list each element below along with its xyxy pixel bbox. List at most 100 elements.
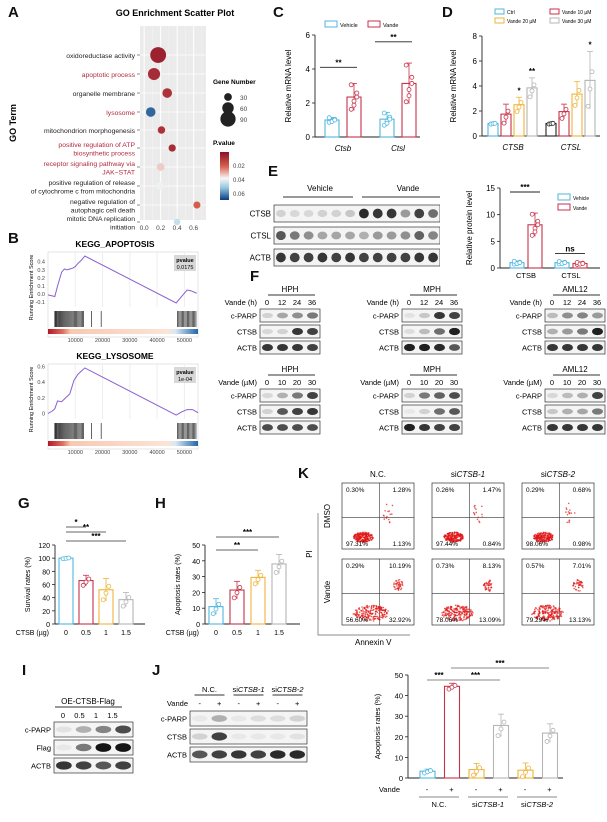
event-dot [447,537,450,539]
event-dot [574,585,577,588]
event-dot [560,612,563,614]
panel-e-bar: 0 5 10 15 Relative protein level CTSB CTSL *** n… [440,160,607,280]
vande-row-label: Vande [379,785,400,794]
blot-strip [189,728,308,745]
go-term-label: organelle membrane [73,91,136,98]
event-dot [385,503,388,506]
x-category-label: 1.5 [121,630,131,637]
y-axis-title: Survival rates (%) [25,557,32,612]
blot-band [414,252,425,263]
x-category-label: 1.5 [274,630,284,637]
event-dot [543,536,545,539]
significance-label: *** [243,528,253,537]
blot-strip [53,757,134,774]
event-dot [478,520,480,522]
blot-band [577,328,588,335]
data-point [273,570,279,575]
event-dot [360,532,362,534]
event-dot [386,515,388,518]
event-dot [353,537,355,539]
pvalue-colorbar [220,152,229,200]
blot-strip [544,404,606,419]
event-dot [370,609,372,612]
event-dot [453,613,455,616]
lane-label: 24 [293,298,301,307]
quadrant-lr-pct: 0.98% [573,541,592,548]
event-dot [447,607,449,610]
event-dot [536,615,538,618]
data-point [576,87,582,93]
blot-band [547,312,558,319]
event-dot [465,605,468,608]
x-axis-title: CTSB (µg) [16,630,49,637]
y-axis-title: Apoptosis rates (%) [175,554,182,615]
quadrant-ur-pct: 7.01% [573,563,592,570]
significance-label: *** [471,671,481,680]
event-dot [371,612,374,615]
event-dot [361,617,364,620]
event-dot [358,538,360,540]
event-dot [376,605,378,608]
event-dot [543,619,546,622]
event-dot [372,604,375,607]
quadrant-ul-pct: 0.30% [346,487,365,494]
rank-gradient-bar [48,329,198,334]
go-term-label: of cytochrome c from mitochondria [31,189,135,196]
event-dot [455,611,458,614]
data-point [216,601,222,607]
blot-strip [544,420,606,435]
go-term-dot [147,67,161,81]
event-dot [374,615,376,618]
group-label: siCTSB-1 [472,800,504,809]
blot-band [56,726,72,733]
group-label: siCTSB-2 [271,685,304,694]
y-tick-label: 30 [192,575,200,582]
y-tick-label: 10 [486,211,495,220]
event-dot [367,533,369,536]
go-term-label: negative regulation of [70,199,135,206]
event-dot [581,585,583,588]
blot-band [277,408,288,415]
lane-label: 30 [450,378,458,387]
blot-band [562,408,573,415]
blot-band [386,252,397,263]
event-dot [548,538,551,540]
y-axis-title: Running Enrichment Score [29,367,35,433]
legend-title-color: P.value [213,140,235,147]
go-term-label: mitochondrion morphogenesis [44,128,136,135]
running-es-line [47,255,197,304]
event-dot [443,611,445,613]
data-point [100,597,106,603]
mrna-bar-chart-c: Vehicle Vande 0 2 4 6 Relative mRNA level Ctsb *… [284,20,420,153]
y-tick-label: 30 [395,712,403,721]
y-tick-label: 15 [486,184,495,193]
data-point [501,120,507,126]
data-point [529,211,535,217]
event-dot [397,579,400,581]
event-dot [463,616,465,619]
blot-row-label: CTSB [379,328,399,337]
blot-strip [401,340,463,355]
event-dot [547,609,549,611]
y-tick-label: 50 [395,671,403,680]
legend-label: Ctrl [507,10,515,16]
event-dot [364,537,366,540]
event-dot [397,589,400,591]
blot-band [307,424,318,431]
blot-band [289,715,305,722]
event-dot [546,605,548,607]
blot-band [262,328,273,335]
blot-band [592,327,603,336]
event-dot [367,538,369,540]
blot-band [276,230,286,241]
blot-band [592,408,603,415]
event-dot [539,607,541,610]
data-point [529,88,535,94]
event-dot [557,616,559,618]
event-dot [455,607,458,610]
x-tick-label: 50000 [177,338,192,344]
event-dot [370,606,373,608]
cell-line-label: MPH [423,285,441,294]
event-dot [370,534,373,536]
event-dot [459,534,461,537]
